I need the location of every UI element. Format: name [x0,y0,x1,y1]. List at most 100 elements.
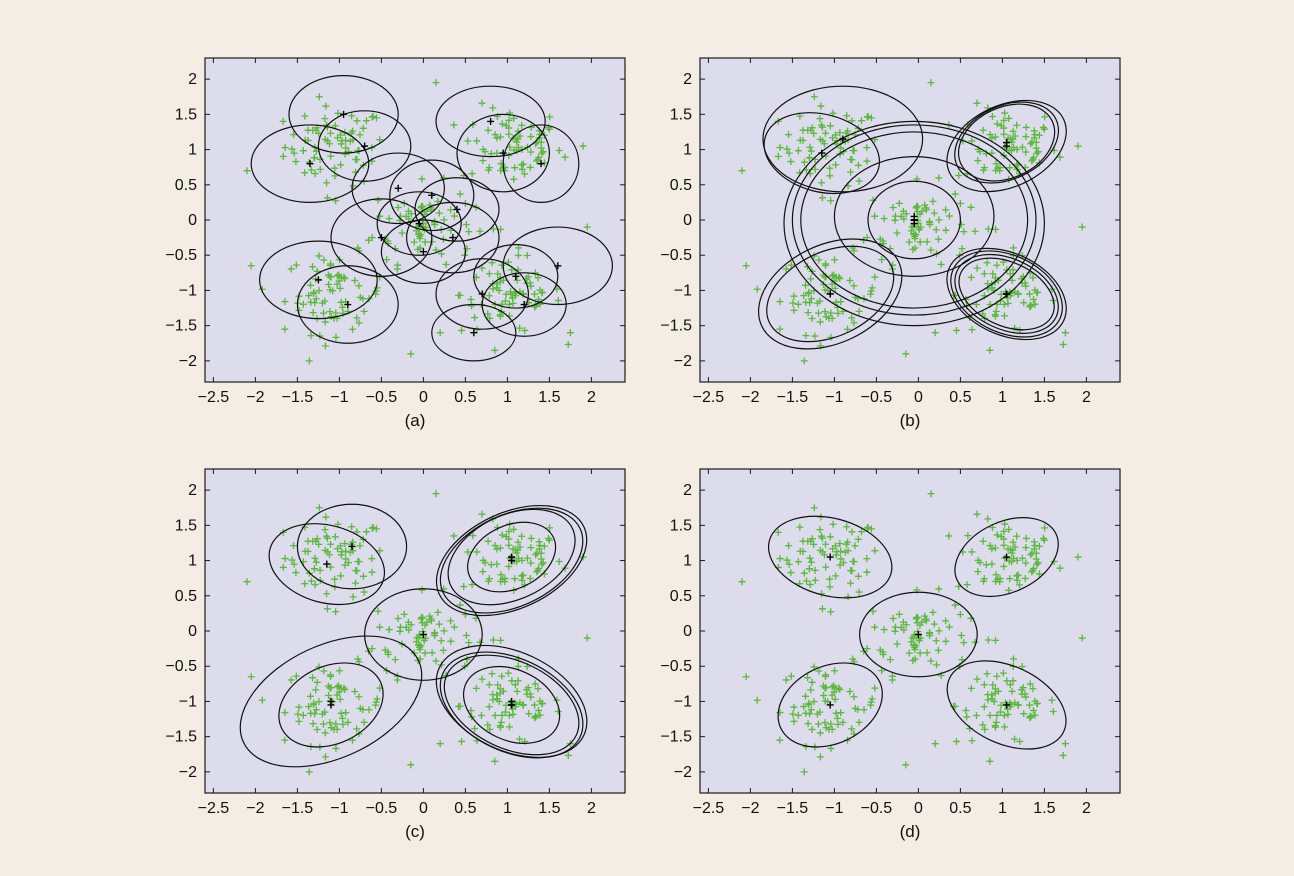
data-point [878,667,886,675]
data-point [984,696,992,704]
data-point [247,673,255,681]
data-point [918,618,926,626]
data-point [304,126,312,134]
y-tick-label: 0.5 [670,588,692,605]
data-point [827,720,835,728]
data-point [787,672,795,680]
data-point [789,710,797,718]
data-point [287,265,295,273]
data-point [352,156,360,164]
data-point [869,607,877,615]
data-point [818,179,826,187]
data-point [416,646,424,654]
data-point [1004,705,1012,713]
data-point [918,207,926,215]
data-point [359,572,367,580]
data-point [281,709,289,717]
data-point [513,687,521,695]
data-point [431,629,439,637]
data-point [467,296,475,304]
data-point [478,99,486,107]
component-centers [826,553,1011,709]
plot-content [243,75,613,365]
data-point [855,718,863,726]
data-point [1011,543,1019,551]
data-point [789,299,797,307]
data-point [990,697,998,705]
data-point [1030,564,1038,572]
data-point [311,710,319,718]
component-ellipse [296,265,399,344]
data-point [844,127,852,135]
data-point [785,560,793,568]
component-ellipse [435,644,588,759]
data-point [321,546,329,554]
y-tick-label: 1 [188,553,197,570]
data-point [440,627,448,635]
data-point [435,209,443,217]
y-tick-label: 1 [683,142,692,159]
data-point [336,695,344,703]
component-ellipse [462,665,561,744]
data-point [843,112,851,120]
component-ellipse [763,112,881,195]
data-point [506,109,514,117]
data-point [417,204,425,212]
component-center [818,149,826,157]
data-point [478,510,486,518]
data-point [288,556,296,564]
data-point [828,683,836,691]
data-point [857,117,865,125]
data-point [1013,121,1021,129]
data-point [876,646,884,654]
data-point [1006,270,1014,278]
x-tick-label: −1 [330,389,348,406]
data-point [826,583,834,591]
data-point [1031,300,1039,308]
data-point [927,657,935,665]
data-point [776,144,784,152]
y-tick-label: −1 [674,282,692,299]
data-point [414,245,422,253]
data-point [501,297,509,305]
data-point [891,627,899,635]
data-point [332,720,340,728]
data-point [847,567,855,575]
data-point [912,204,920,212]
data-point [319,309,327,317]
data-point [834,309,842,317]
data-point [301,547,309,555]
component-center [826,553,834,561]
data-points [738,490,1086,776]
data-point [495,697,503,705]
data-point [992,636,1000,644]
data-point [1014,571,1022,579]
data-point [1034,559,1042,567]
data-point [295,717,303,725]
data-point [516,543,524,551]
data-point [818,194,826,202]
data-point [1000,723,1008,731]
data-point [416,235,424,243]
data-point [831,256,839,264]
data-point [817,532,825,540]
data-point [976,148,984,156]
component-ellipse [259,240,378,320]
data-point [867,698,875,706]
data-point [516,735,524,743]
data-point [469,532,477,540]
component-ellipse [431,303,517,362]
data-point [835,684,843,692]
data-point [531,701,539,709]
y-tick-label: −1.5 [660,318,692,335]
data-point [1005,114,1013,122]
data-point [535,153,543,161]
data-point [796,136,804,144]
data-point [927,246,935,254]
plot-area [204,468,626,794]
data-point [513,549,521,557]
data-point [450,532,458,540]
data-point [902,761,910,769]
data-point [339,303,347,311]
data-point [832,161,840,169]
